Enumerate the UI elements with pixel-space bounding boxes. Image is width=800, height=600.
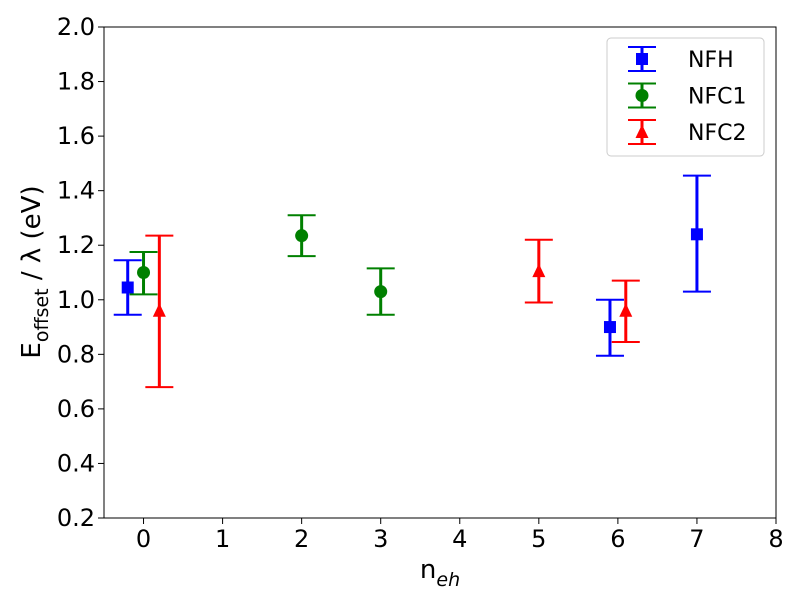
circle-marker bbox=[295, 229, 309, 243]
series-nfc1 bbox=[129, 214, 395, 316]
legend-frame bbox=[606, 37, 765, 157]
y-axis-title: Eoffset / λ (eV) bbox=[17, 185, 53, 358]
x-tick-label: 6 bbox=[610, 525, 625, 553]
data-point bbox=[524, 238, 553, 304]
circle-marker bbox=[635, 89, 649, 102]
data-point bbox=[595, 298, 624, 357]
triangle-marker bbox=[152, 303, 166, 317]
x-tick-label: 8 bbox=[768, 525, 783, 553]
y-tick-label: 0.2 bbox=[57, 504, 95, 532]
x-tick-label: 0 bbox=[136, 525, 151, 553]
series-layer bbox=[113, 174, 711, 389]
plot-frame bbox=[103, 26, 777, 519]
legend-label: NFC1 bbox=[688, 85, 746, 110]
y-tick-label: 0.4 bbox=[57, 449, 95, 477]
series-nfh bbox=[113, 174, 711, 357]
y-tick-label: 0.6 bbox=[57, 395, 95, 423]
series-nfc2 bbox=[145, 234, 640, 389]
x-axis-title: neh bbox=[420, 555, 460, 591]
data-point bbox=[129, 251, 158, 296]
x-tick-label: 7 bbox=[689, 525, 704, 553]
legend-label: NFC2 bbox=[688, 121, 746, 146]
legend-item-nfc2: NFC2 bbox=[628, 119, 746, 146]
y-tick-label: 1.8 bbox=[57, 68, 95, 96]
y-tick-label: 1.0 bbox=[57, 286, 95, 314]
square-marker bbox=[636, 53, 648, 65]
legend-item-nfc1: NFC1 bbox=[628, 82, 746, 110]
y-tick-label: 0.8 bbox=[57, 340, 95, 368]
triangle-marker bbox=[532, 263, 546, 278]
x-tick-label: 2 bbox=[294, 525, 309, 553]
legend: NFH NFC1 NFC2 bbox=[606, 37, 765, 157]
legend-label: NFH bbox=[688, 48, 734, 73]
data-point bbox=[366, 267, 395, 316]
data-point bbox=[113, 259, 142, 316]
triangle-marker bbox=[619, 303, 633, 317]
data-point bbox=[145, 234, 174, 389]
y-tick-label: 1.6 bbox=[57, 122, 95, 150]
x-tick-label: 5 bbox=[531, 525, 546, 553]
square-marker bbox=[690, 228, 703, 241]
y-tick-label: 2.0 bbox=[57, 13, 95, 41]
data-point bbox=[611, 279, 640, 344]
circle-marker bbox=[374, 285, 388, 299]
data-point bbox=[287, 214, 316, 258]
x-tick-label: 1 bbox=[215, 525, 230, 553]
legend-item-nfh: NFH bbox=[628, 46, 734, 73]
circle-marker bbox=[137, 266, 151, 279]
axis-ticks: 0 1 2 3 4 5 6 7 8 0.2 0.4 0.6 0.8 1.0 1.2 1.4 1.6 1.8 2.0 bbox=[57, 13, 784, 553]
y-tick-label: 1.2 bbox=[57, 231, 95, 259]
square-marker bbox=[603, 321, 616, 334]
x-tick-label: 3 bbox=[373, 525, 388, 553]
x-tick-label: 4 bbox=[452, 525, 467, 553]
y-tick-label: 1.4 bbox=[57, 177, 95, 205]
square-marker bbox=[121, 281, 134, 294]
triangle-marker bbox=[635, 124, 649, 138]
data-point bbox=[682, 174, 711, 293]
